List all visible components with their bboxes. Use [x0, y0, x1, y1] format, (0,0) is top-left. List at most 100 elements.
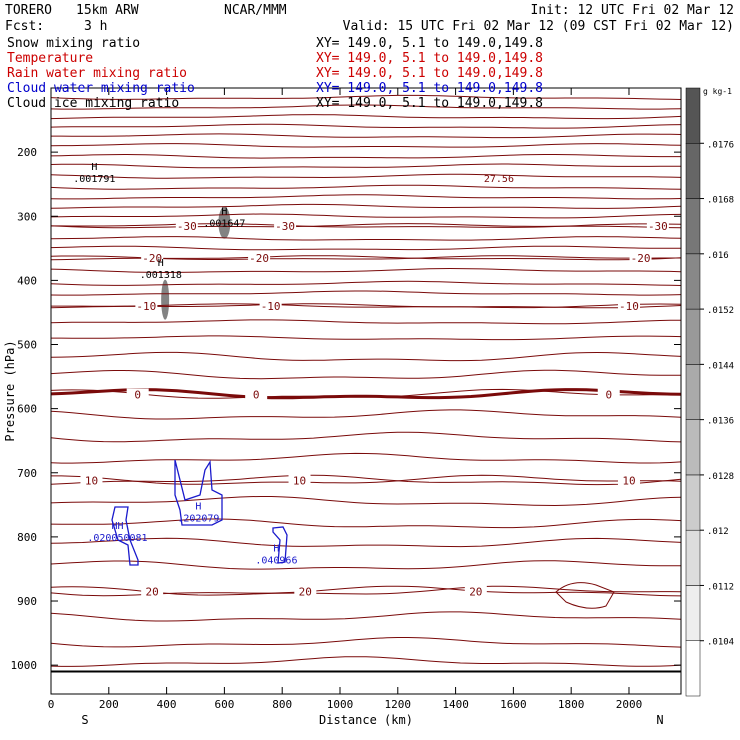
snow-shaded-area [161, 279, 170, 320]
isotherm-line [50, 153, 681, 159]
field-xy: XY= 149.0, 5.1 to 149.0,149.8 [316, 51, 543, 66]
maximum-value: .001647 [203, 219, 245, 230]
colorbar-swatch [685, 308, 701, 365]
colorbar-tick-label: .0128 [707, 472, 734, 482]
isotherm-line [50, 194, 682, 200]
field-xy: XY= 149.0, 5.1 to 149.0,149.8 [316, 66, 543, 81]
isotherm-line [50, 409, 682, 420]
isotherm-label: -10 [261, 300, 281, 313]
isotherm-line-labeled [50, 223, 682, 229]
colorbar-swatch [685, 474, 701, 531]
isotherm-line [50, 94, 682, 100]
isotherm-line [50, 319, 682, 325]
maxima-labels: H.001791H.001647H.001318HH.020050081H.20… [73, 162, 514, 567]
colorbar-swatch [685, 143, 701, 199]
colorbar-tick-label: .012 [707, 527, 729, 537]
isotherm-label-bg [464, 585, 487, 598]
y-tick-label: 1000 [11, 659, 38, 672]
colorbar-swatch [685, 640, 701, 697]
cloud-water-contour [111, 506, 139, 566]
field-xy: XY= 149.0, 5.1 to 149.0,149.8 [316, 36, 543, 51]
south-label: S [81, 713, 88, 727]
isotherm-line [51, 133, 682, 139]
maximum-marker: H [221, 207, 227, 218]
isotherm-line [50, 431, 682, 443]
isotherm-label: 20 [146, 585, 159, 598]
isotherm-label-bg [617, 300, 640, 313]
isotherm-line [50, 143, 682, 148]
isotherm-label-bg [141, 251, 164, 264]
cloud-water-contour [272, 526, 288, 564]
isotherm-label: -10 [136, 300, 156, 313]
isotherm-line [50, 163, 681, 169]
isotherm-label: 20 [299, 585, 312, 598]
organization: NCAR/MMM [224, 3, 287, 18]
cloud-water-contours [111, 459, 615, 609]
colorbar-swatch [685, 87, 701, 144]
x-tick-label: 1800 [558, 698, 585, 711]
isotherm-line [50, 351, 682, 362]
x-tick-label: 0 [48, 698, 55, 711]
x-tick-label: 1000 [327, 698, 354, 711]
colorbar-tick-label: .0176 [707, 140, 734, 150]
maximum-marker: H [158, 258, 164, 269]
isotherm-label-bg [175, 219, 198, 232]
isotherm-label: -20 [631, 252, 651, 265]
isotherm-line [50, 245, 681, 251]
valid-time: Valid: 15 UTC Fri 02 Mar 12 (09 CST Fri … [343, 19, 734, 34]
isotherm-label-bg [248, 251, 271, 264]
isotherm-line [50, 518, 682, 529]
plot-frame [50, 87, 682, 695]
contour-labels: -30 -30 -30 -20 -20 -20 -10 -10 -10 0 0 0 10 10 10 20 20… [80, 219, 669, 598]
isotherm-label: -30 [177, 220, 197, 233]
isotherm-line [50, 611, 682, 622]
isotherm-line [50, 474, 682, 486]
isotherm-line [50, 173, 682, 179]
isotherm-label: -20 [142, 252, 162, 265]
init-time: Init: 12 UTC Fri 02 Mar 12 [531, 3, 735, 18]
y-tick-label: 900 [17, 595, 37, 608]
isotherm-line [50, 369, 681, 380]
isotherm-label-bg [245, 388, 268, 401]
field-name: Snow mixing ratio [7, 36, 140, 51]
isotherm-label: 20 [469, 585, 482, 598]
maximum-marker: H [273, 543, 279, 554]
isotherm-label-bg [274, 219, 297, 232]
isotherm-label-bg [288, 474, 311, 487]
x-tick-label: 800 [272, 698, 292, 711]
x-tick-label: 400 [157, 698, 177, 711]
maximum-marker: HH [111, 521, 123, 532]
cloud-water-contour [174, 459, 223, 526]
maximum-marker: H [91, 162, 97, 173]
isotherm-label-bg [646, 219, 669, 232]
isotherm-line [50, 123, 682, 129]
isotherm-line [50, 184, 682, 190]
isotherm-line [50, 656, 682, 667]
isotherm-label-bg [80, 474, 103, 487]
isotherm-label-bg [135, 300, 158, 313]
isotherm-label: 0 [134, 389, 141, 402]
north-label: N [656, 713, 663, 727]
forecast-value: 3 h [84, 19, 107, 34]
isotherm-label: 10 [622, 474, 635, 487]
colorbar-tick-label: .0112 [707, 582, 734, 592]
isotherm-label: -10 [619, 300, 639, 313]
maximum-marker: H [195, 502, 201, 513]
x-tick-label: 200 [99, 698, 119, 711]
field-xy: XY= 149.0, 5.1 to 149.0,149.8 [316, 81, 543, 96]
colorbar-tick-label: .0104 [707, 638, 734, 648]
isotherm-label: 10 [85, 474, 98, 487]
colorbar-swatch [685, 585, 701, 641]
colorbar-tick-label: .0152 [707, 306, 734, 316]
isotherm-label: 0 [605, 389, 612, 402]
model-resolution: 15km ARW [76, 3, 139, 18]
isotherm-label-bg [259, 300, 282, 313]
maximum-value: .202079 [177, 514, 219, 525]
isotherm-label-bg [629, 251, 652, 264]
isotherm-line-labeled [50, 388, 682, 400]
maximum-value: 27.56 [484, 174, 514, 185]
isotherm-line [50, 267, 682, 274]
colorbar-unit: g kg-1 [703, 87, 732, 96]
isotherm-label: -30 [648, 220, 668, 233]
